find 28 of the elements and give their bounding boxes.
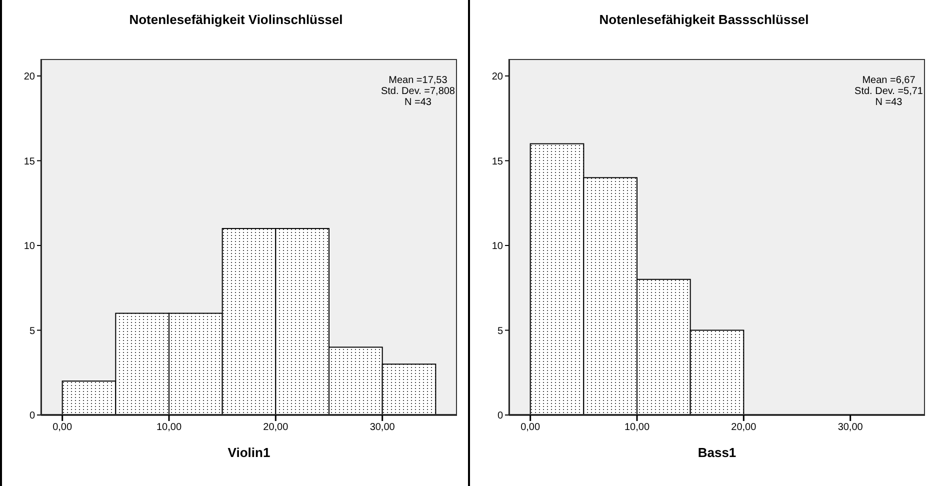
annotation: N =43: [874, 97, 904, 108]
chart-title: Notenlesefähigkeit Violinschlüssel: [128, 12, 344, 27]
x-tick-label: 20,00: [263, 422, 289, 434]
y-tick-label: 5: [497, 326, 504, 337]
y-tick-label: 0: [497, 410, 504, 422]
chart-title: Notenlesefähigkeit Bassschlüssel: [598, 12, 810, 27]
y-tick-label: 5: [29, 326, 36, 337]
x-tick-label: 10,00: [156, 422, 182, 434]
annotation: Mean =17,53: [388, 75, 448, 86]
annotation: N =43: [404, 97, 432, 108]
y-tick-label: 10: [24, 241, 36, 252]
annotation: Std. Dev. =7,808: [380, 86, 455, 97]
y-tick-label: 15: [24, 156, 36, 168]
x-tick-label: 30,00: [838, 422, 864, 434]
x-tick-label: 20,00: [731, 422, 757, 434]
x-tick-label: 10,00: [624, 422, 650, 434]
y-tick-label: 20: [24, 72, 36, 82]
y-tick-label: 0: [29, 410, 36, 422]
y-tick-label: 20: [492, 72, 504, 82]
y-tick-label: 15: [492, 156, 504, 168]
x-axis-title: Bass1: [696, 445, 738, 460]
annotation: Mean =6,67: [861, 75, 916, 86]
y-tick-label: 10: [492, 241, 504, 252]
x-tick-label: 0,00: [52, 422, 72, 434]
x-tick-label: 30,00: [370, 422, 396, 434]
annotation: Std. Dev. =5,71: [854, 86, 923, 97]
x-tick-label: 0,00: [520, 422, 540, 434]
x-axis-title: Violin1: [226, 445, 272, 460]
